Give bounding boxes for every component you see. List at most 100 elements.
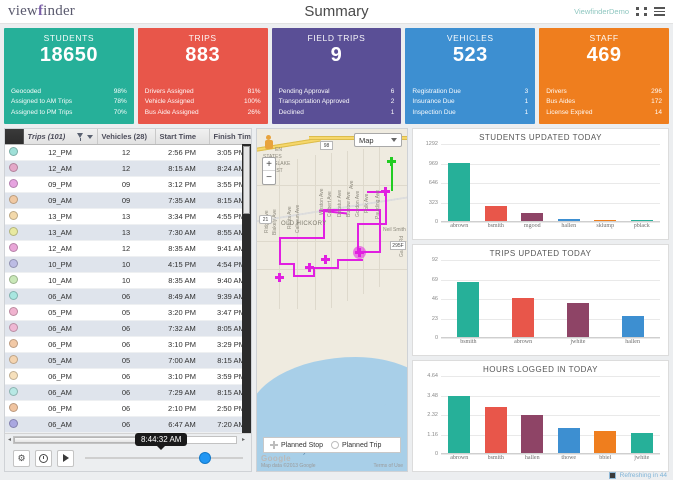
table-vertical-scrollbar[interactable]: [242, 144, 251, 433]
chart-bar-column[interactable]: [624, 144, 661, 221]
map-green-marker-1[interactable]: [387, 157, 396, 166]
legend-item-planned-trip[interactable]: Planned Trip: [331, 441, 381, 449]
map-planned-stop-4[interactable]: [355, 248, 364, 257]
legend-item-planned-stop[interactable]: Planned Stop: [270, 441, 323, 449]
chart-bar[interactable]: [448, 395, 471, 453]
table-row[interactable]: 05_AM 05 7:00 AM 8:15 AM: [5, 352, 251, 369]
chart-bar[interactable]: [457, 281, 480, 337]
map-zoom-out-button[interactable]: −: [266, 172, 272, 183]
column-header-trips[interactable]: Trips (101): [23, 129, 98, 145]
chevron-down-icon[interactable]: [86, 134, 93, 139]
app-logo[interactable]: viewfinder: [8, 3, 75, 20]
chart-bar[interactable]: [521, 212, 544, 221]
chart-bar[interactable]: [557, 218, 580, 221]
chart-bar-column[interactable]: [624, 376, 661, 453]
chart-bar[interactable]: [566, 302, 589, 337]
kpi-detail-value: 3: [524, 88, 529, 96]
map-type-dropdown[interactable]: Map: [354, 133, 402, 147]
chart-bar[interactable]: [630, 220, 653, 221]
map-canvas[interactable]: OLD HICKORY Bayou Grande EN STATES NGLAK…: [257, 129, 407, 471]
kpi-card-trips[interactable]: TRIPS 883 Drivers Assigned 81% Vehicle Assig…: [137, 28, 268, 124]
playback-time-button[interactable]: [35, 449, 52, 467]
chart-bar[interactable]: [484, 406, 507, 453]
chart-bar-column[interactable]: [551, 376, 588, 453]
table-row[interactable]: 09_PM 09 3:12 PM 3:55 PM: [5, 176, 251, 193]
chart-bar-column[interactable]: [514, 376, 551, 453]
map-zoom-in-button[interactable]: +: [263, 158, 275, 171]
map-planned-stop-5[interactable]: [381, 187, 390, 196]
map-panel[interactable]: OLD HICKORY Bayou Grande EN STATES NGLAK…: [256, 128, 408, 472]
chart-bar-column[interactable]: [478, 144, 515, 221]
hscroll-track[interactable]: [13, 436, 237, 444]
table-row[interactable]: 05_PM 05 3:20 PM 3:47 PM: [5, 304, 251, 321]
playback-play-button[interactable]: [57, 449, 74, 467]
chart-bar[interactable]: [630, 433, 653, 453]
table-row[interactable]: 06_PM 06 3:10 PM 3:29 PM: [5, 336, 251, 353]
chart-bar-column[interactable]: [587, 144, 624, 221]
table-row[interactable]: 06_AM 06 7:29 AM 8:15 AM: [5, 384, 251, 401]
table-row[interactable]: 06_PM 06 3:10 PM 3:59 PM: [5, 368, 251, 385]
map-planned-stop-2[interactable]: [305, 263, 314, 272]
chart-bar-column[interactable]: [551, 144, 588, 221]
cell-start-time: 7:35 AM: [155, 192, 209, 209]
chart-bar-column[interactable]: [441, 260, 496, 337]
chart-bar-column[interactable]: [514, 144, 551, 221]
chart-bar-column[interactable]: [605, 260, 660, 337]
trips-grid[interactable]: Trips (101) Vehicles (28) Start Time Fin…: [5, 129, 251, 433]
chart-bar-column[interactable]: [478, 376, 515, 453]
street-view-pegman-icon[interactable]: [262, 135, 275, 154]
map-attribution-right[interactable]: Terms of Use: [373, 463, 403, 469]
table-row[interactable]: 10_PM 10 4:15 PM 4:54 PM: [5, 256, 251, 273]
chart-bar[interactable]: [594, 220, 617, 221]
kpi-card-field-trips[interactable]: FIELD TRIPS 9 Pending Approval 6 Transportat…: [271, 28, 402, 124]
table-row[interactable]: 12_PM 12 2:56 PM 3:05 PM: [5, 144, 251, 161]
cell-trip: 10_AM: [23, 272, 97, 289]
kpi-card-students[interactable]: STUDENTS 18650 Geocoded 98% Assigned to AM T…: [4, 28, 134, 124]
stop-refresh-icon[interactable]: [608, 472, 616, 479]
table-horizontal-scrollbar[interactable]: ◂ ▸ 8:44:32 AM: [5, 433, 251, 450]
chart-bar[interactable]: [484, 206, 507, 221]
hscroll-right-arrow-icon[interactable]: ▸: [241, 437, 245, 443]
table-row[interactable]: 06_AM 06 6:47 AM 7:20 AM: [5, 416, 251, 433]
hscroll-left-arrow-icon[interactable]: ◂: [7, 437, 11, 443]
cell-trip: 12_PM: [23, 144, 97, 161]
chart-bar[interactable]: [621, 316, 644, 337]
playback-settings-button[interactable]: ⚙: [13, 449, 30, 467]
map-planned-stop-1[interactable]: [275, 273, 284, 282]
table-row[interactable]: 12_AM 12 8:35 AM 9:41 AM: [5, 240, 251, 257]
chart-bar[interactable]: [448, 163, 471, 221]
table-row[interactable]: 09_AM 09 7:35 AM 8:15 AM: [5, 192, 251, 209]
chart-bar-column[interactable]: [587, 376, 624, 453]
chart-bar-column[interactable]: [496, 260, 551, 337]
playback-slider-knob[interactable]: [198, 452, 211, 464]
chart-bar[interactable]: [557, 427, 580, 453]
column-header-vehicles[interactable]: Vehicles (28): [97, 129, 156, 145]
chart-bar[interactable]: [521, 415, 544, 453]
kpi-card-vehicles[interactable]: VEHICLES 523 Registration Due 3 Insurance Du…: [405, 28, 536, 124]
chart-bar[interactable]: [512, 297, 535, 337]
chart-bar-column[interactable]: [441, 376, 478, 453]
hamburger-menu-icon[interactable]: [654, 6, 665, 17]
table-row[interactable]: 12_AM 12 8:15 AM 8:24 AM: [5, 160, 251, 177]
column-header-start-time[interactable]: Start Time: [155, 129, 210, 145]
expand-icon[interactable]: [636, 6, 647, 17]
map-planned-stop-3[interactable]: [321, 255, 330, 264]
column-header-finish-time[interactable]: Finish Tim: [209, 129, 251, 145]
chart-bar[interactable]: [594, 431, 617, 453]
table-row[interactable]: 06_AM 06 8:49 AM 9:39 AM: [5, 288, 251, 305]
kpi-card-staff[interactable]: STAFF 469 Drivers 296 Bus Aides 172 License Ex…: [539, 28, 669, 124]
table-row[interactable]: 10_AM 10 8:35 AM 9:40 AM: [5, 272, 251, 289]
chart-bar-column[interactable]: [551, 260, 606, 337]
cell-vehicle: 06: [97, 416, 155, 433]
map-zoom-control[interactable]: + −: [262, 157, 276, 185]
chart-bar-column[interactable]: [441, 144, 478, 221]
table-vertical-scroll-thumb[interactable]: [243, 146, 250, 214]
user-name-label[interactable]: ViewfinderDemo: [574, 7, 629, 16]
filter-icon[interactable]: [76, 132, 84, 141]
table-row[interactable]: 13_AM 13 7:30 AM 8:55 AM: [5, 224, 251, 241]
playback-time-slider[interactable]: [85, 450, 243, 466]
table-row[interactable]: 06_AM 06 7:32 AM 8:05 AM: [5, 320, 251, 337]
table-row[interactable]: 13_PM 13 3:34 PM 4:55 PM: [5, 208, 251, 225]
table-row[interactable]: 06_PM 06 2:10 PM 2:50 PM: [5, 400, 251, 417]
